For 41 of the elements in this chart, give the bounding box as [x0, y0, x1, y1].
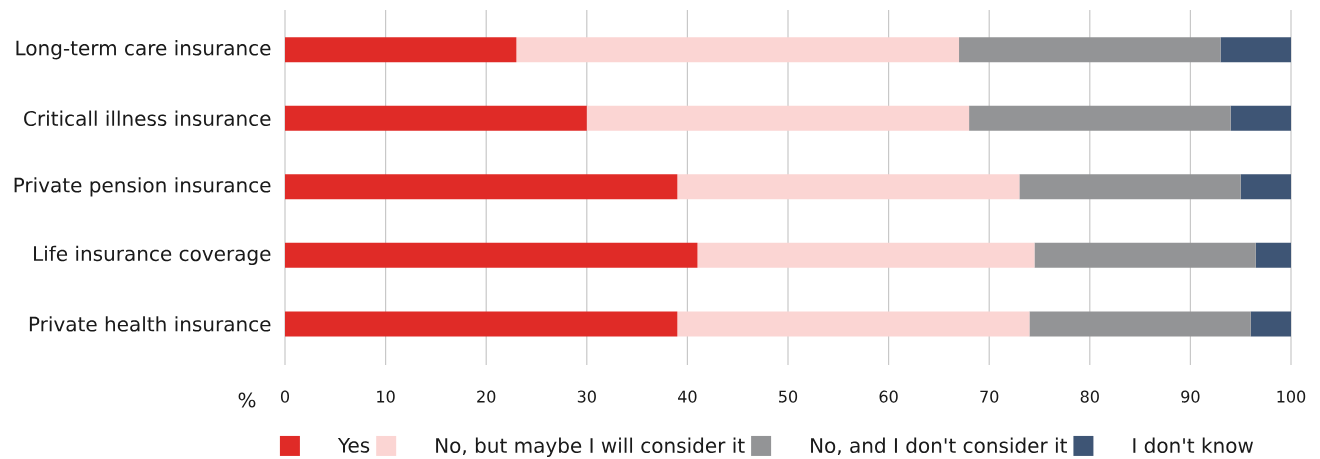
bar: [516, 37, 960, 63]
bar: [285, 174, 678, 200]
y-tick-label: Private pension insurance: [14, 177, 271, 197]
bar: [285, 105, 587, 131]
bar: [1240, 174, 1291, 200]
x-tick-label: 0: [280, 390, 290, 403]
bar: [677, 174, 1020, 200]
bar: [1250, 311, 1291, 337]
bar: [1220, 37, 1291, 63]
x-tick-label: 60: [879, 390, 898, 403]
bar: [1029, 311, 1251, 337]
x-tick-label: 30: [577, 390, 596, 403]
bar: [1230, 105, 1291, 131]
bar: [697, 242, 1035, 268]
y-tick-label: Private health insurance: [29, 316, 271, 332]
x-axis-title: %: [238, 392, 256, 408]
bar: [1255, 242, 1291, 268]
x-tick-label: 70: [980, 390, 999, 403]
x-tick-label: 40: [678, 390, 697, 403]
legend-label: No, and I don't consider it: [811, 437, 1067, 456]
bar: [586, 105, 970, 131]
x-tick-label: 50: [779, 390, 798, 403]
bar: [285, 311, 678, 337]
x-tick-label: 90: [1181, 390, 1200, 403]
y-tick-label: Criticall illness insurance: [24, 110, 271, 127]
bar: [1034, 242, 1256, 268]
x-tick-label: 10: [377, 390, 395, 403]
y-tick-label: Life insurance coverage: [34, 245, 271, 266]
y-tick-label: Long-term care insurance: [16, 40, 271, 60]
legend-label: Yes: [337, 437, 370, 453]
legend-label: I don't know: [1133, 437, 1253, 454]
bar: [1019, 174, 1241, 200]
bar: [959, 37, 1221, 63]
bar: [677, 311, 1030, 337]
x-tick-label: 100: [1277, 390, 1306, 403]
bar: [285, 37, 517, 63]
x-tick-label: 80: [1080, 390, 1099, 403]
bar: [285, 242, 698, 268]
bar: [969, 105, 1231, 131]
x-tick-label: 20: [477, 390, 496, 403]
legend-label: No, but maybe I will consider it: [436, 437, 745, 457]
